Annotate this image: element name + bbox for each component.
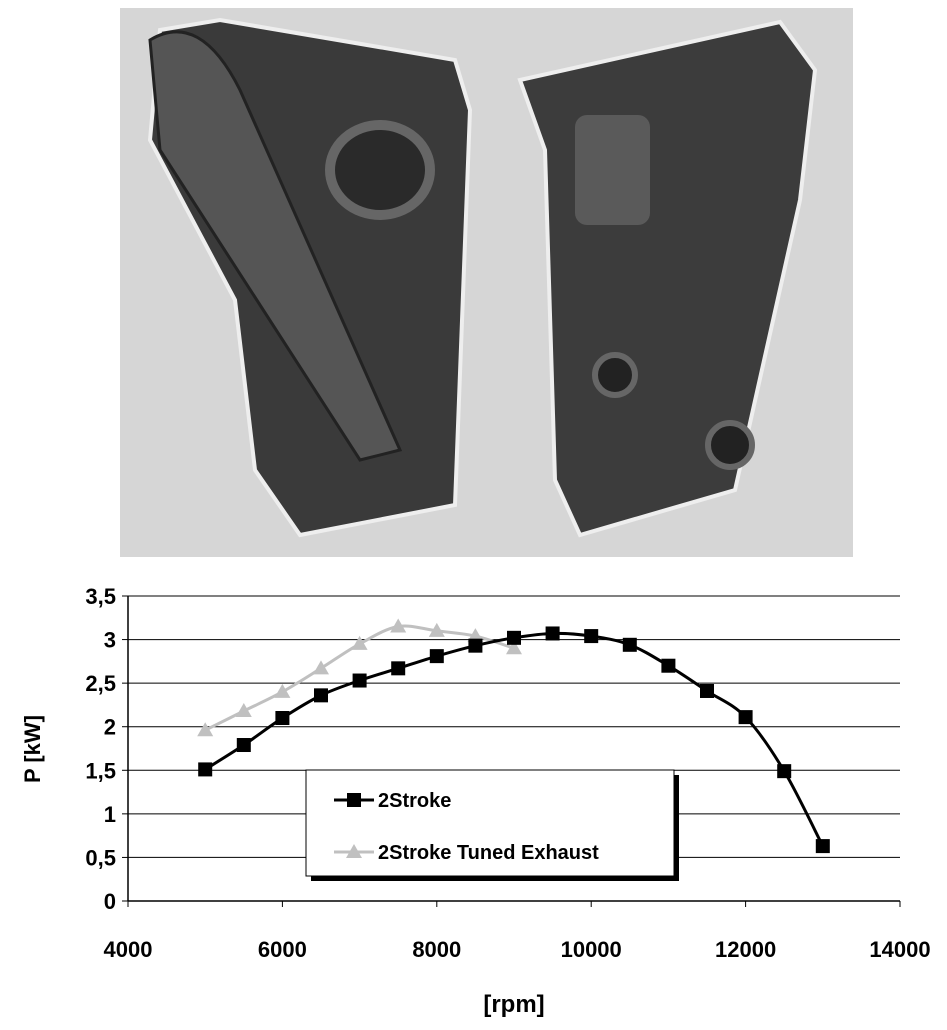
x-tick-label: 12000 [715,937,776,962]
marker [198,762,213,777]
chart: P [kW] [rpm] 0 0,5 1 1,5 2 2,5 3 3,5 4000 6000 800… [20,584,931,1018]
marker [274,683,291,698]
marker [314,688,328,703]
marker [507,630,521,645]
marker [236,738,251,753]
x-tick-label: 14000 [869,937,930,962]
y-tick-label: 1,5 [85,758,116,783]
x-tick-label: 8000 [412,937,461,962]
marker [545,626,560,641]
marker [661,658,676,673]
x-tick-label: 10000 [561,937,622,962]
y-axis-label: P [kW] [20,715,45,783]
y-tick-label: 3 [104,628,116,653]
marker [700,683,714,698]
marker [391,661,406,676]
legend-label: 2Stroke Tuned Exhaust [378,842,599,864]
marker [347,793,361,807]
x-tick-label: 4000 [104,937,153,962]
marker [235,703,252,718]
y-tick-label: 2 [104,715,116,740]
marker [815,839,830,854]
marker [468,638,483,653]
legend [305,769,675,877]
marker [429,649,444,664]
marker [275,711,290,725]
marker [428,622,445,637]
marker [738,710,753,725]
y-tick-label: 1 [104,802,116,827]
marker [390,618,407,633]
marker [584,629,599,644]
marker [351,635,368,650]
y-tick-label: 0,5 [85,845,116,870]
photo [120,8,853,557]
marker [197,722,214,737]
marker [622,637,637,652]
marker [313,660,329,675]
marker [777,764,792,779]
y-tick-label: 0 [104,889,116,914]
marker [352,673,367,688]
x-axis-label: [rpm] [483,991,544,1018]
y-tick-label: 3,5 [85,584,116,609]
marker [506,640,522,655]
marker [346,844,362,858]
x-tick-label: 6000 [258,937,307,962]
marker [467,628,484,643]
y-tick-label: 2,5 [85,671,116,696]
legend-label: 2Stroke [378,790,451,812]
